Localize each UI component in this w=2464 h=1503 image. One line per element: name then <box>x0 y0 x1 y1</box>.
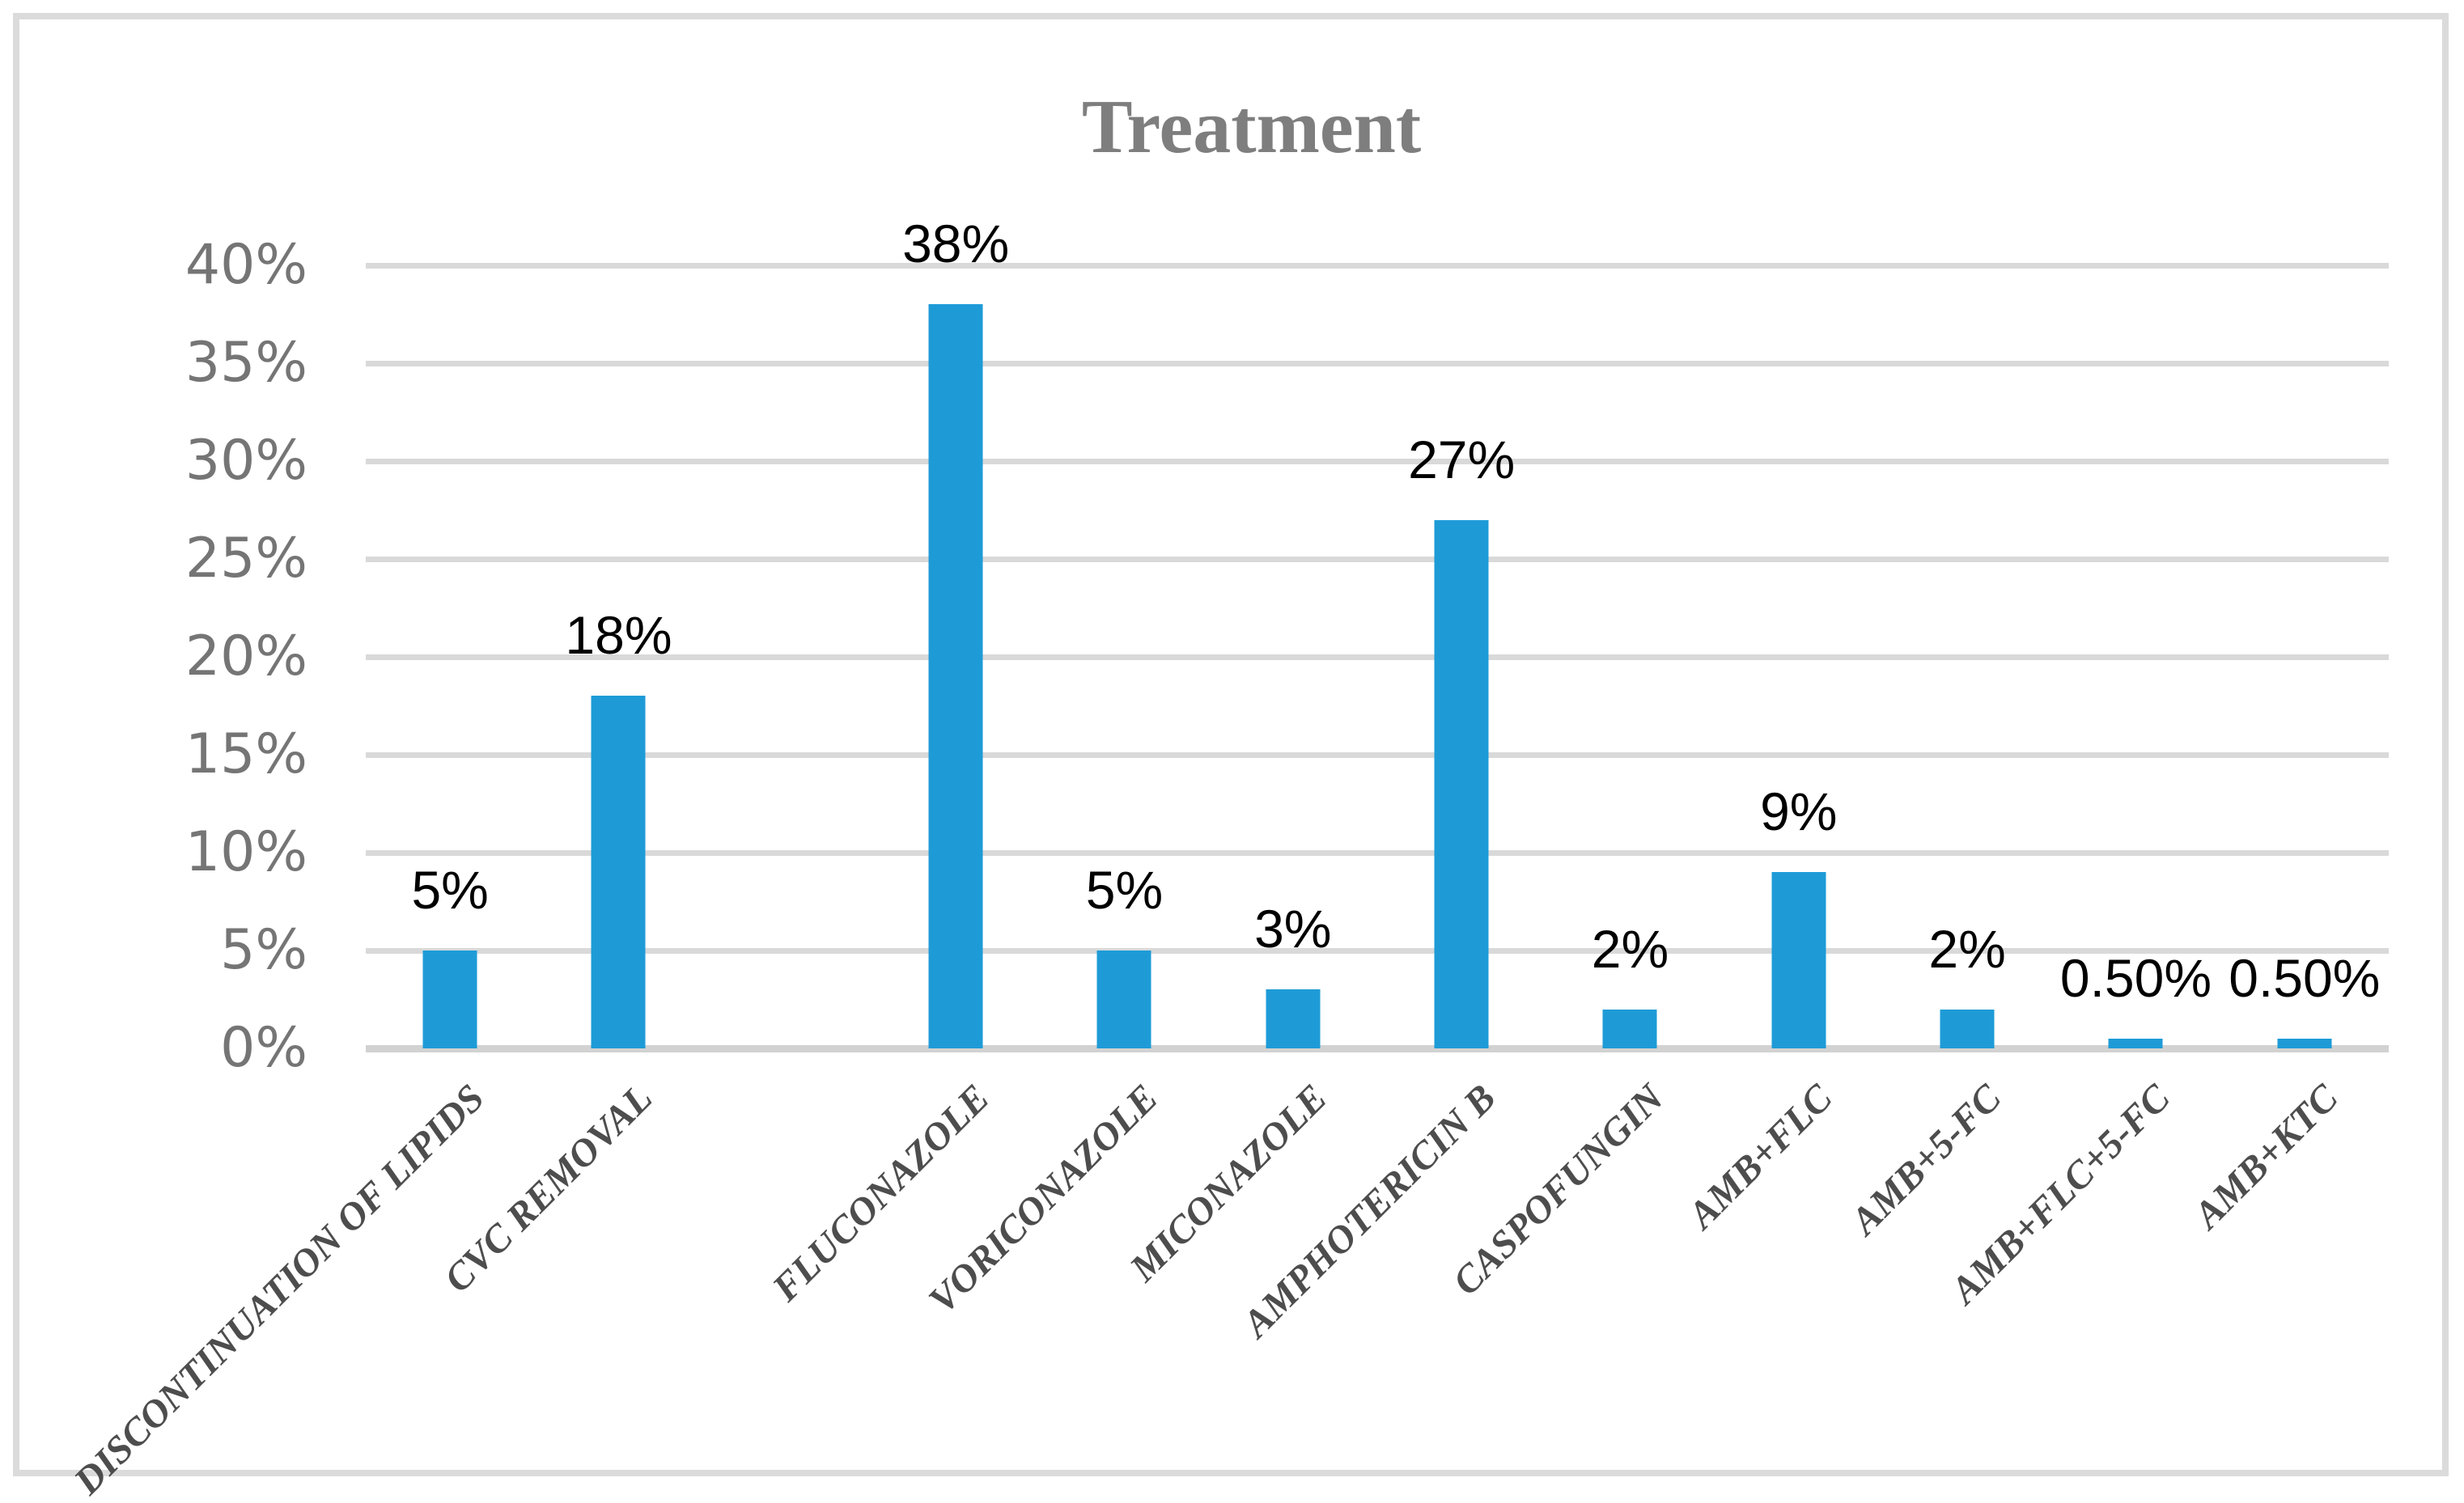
data-label: 5% <box>1085 860 1164 920</box>
category-label: AMB+5-FC <box>1843 1076 2010 1243</box>
bar <box>1602 1010 1657 1048</box>
plot-area: 5% DISCONTINUATION OF LIPIDS 18% CVC REMOVA… <box>66 217 2389 1503</box>
bars-and-categories: 5% DISCONTINUATION OF LIPIDS 18% CVC REMOVA… <box>66 217 2389 1503</box>
category-slot: 38% FLUCONAZOLE <box>765 217 1040 1310</box>
bar <box>928 304 983 1048</box>
bar <box>1434 520 1489 1048</box>
category-slot: 9% AMB+FLC <box>1681 265 1883 1237</box>
data-label: 9% <box>1760 781 1838 841</box>
y-axis-tick-label: 5% <box>220 918 307 982</box>
category-label: AMB+FLC <box>1680 1076 1841 1237</box>
category-slot: 0.50% AMB+FLC+5-FC <box>1942 265 2220 1312</box>
y-axis-tick-label: 30% <box>184 429 307 493</box>
data-label: 18% <box>565 605 672 665</box>
category-label: DISCONTINUATION OF LIPIDS <box>66 1076 493 1503</box>
data-label: 2% <box>1591 919 1669 979</box>
data-label: 27% <box>1408 430 1516 489</box>
category-slot: 2% CASPOFUNGIN <box>1445 265 1714 1303</box>
gridline <box>366 361 2389 366</box>
bar <box>591 696 646 1048</box>
data-label: 5% <box>411 860 489 920</box>
gridline <box>366 654 2389 660</box>
y-axis-tick-labels: 40% 35% 30% 25% 20% 15% 10% 5% 0% <box>19 238 307 1076</box>
gridline <box>366 459 2389 464</box>
y-axis-tick-label: 20% <box>184 624 307 688</box>
category-slot <box>703 265 872 1048</box>
y-axis-tick-label: 40% <box>184 233 307 297</box>
data-label: 3% <box>1254 899 1332 959</box>
y-axis-tick-label: 0% <box>220 1016 307 1080</box>
gridline <box>366 948 2389 954</box>
category-label: AMB+KTC <box>2186 1076 2347 1237</box>
bar <box>1940 1010 1995 1048</box>
gridline <box>366 850 2389 856</box>
y-axis-tick-label: 35% <box>184 331 307 395</box>
gridline <box>366 557 2389 562</box>
chart-title: Treatment <box>1081 85 1422 169</box>
y-axis-tick-label: 10% <box>184 820 307 884</box>
x-axis-line <box>366 1045 2389 1052</box>
bar <box>422 950 477 1048</box>
gridline <box>366 752 2389 758</box>
category-slot: 5% DISCONTINUATION OF LIPIDS <box>66 265 534 1503</box>
category-slot: 3% MICONAZOLE <box>1122 265 1377 1289</box>
data-label: 0.50% <box>2229 948 2381 1008</box>
category-slot: 5% VORICONAZOLE <box>921 265 1208 1322</box>
category-slot: 0.50% AMB+KTC <box>2186 265 2389 1237</box>
y-axis-tick-label: 15% <box>184 722 307 786</box>
category-slot: 27% AMPHOTERICIN B <box>1235 265 1546 1345</box>
gridline <box>366 263 2389 269</box>
data-label: 2% <box>1928 919 2006 979</box>
bar <box>1266 989 1321 1048</box>
data-label: 0.50% <box>2059 948 2212 1008</box>
category-slot: 2% AMB+5-FC <box>1843 265 2051 1243</box>
bar <box>2108 1039 2163 1048</box>
data-label: 38% <box>902 214 1010 273</box>
bar <box>2277 1039 2332 1048</box>
bar <box>1096 950 1151 1048</box>
bar <box>1771 872 1826 1048</box>
category-slot: 18% CVC REMOVAL <box>436 265 702 1301</box>
chart-frame: Treatment 5% DISCONTINUATION OF LIPIDS 18%… <box>13 13 2449 1503</box>
y-axis-tick-label: 25% <box>184 527 307 591</box>
